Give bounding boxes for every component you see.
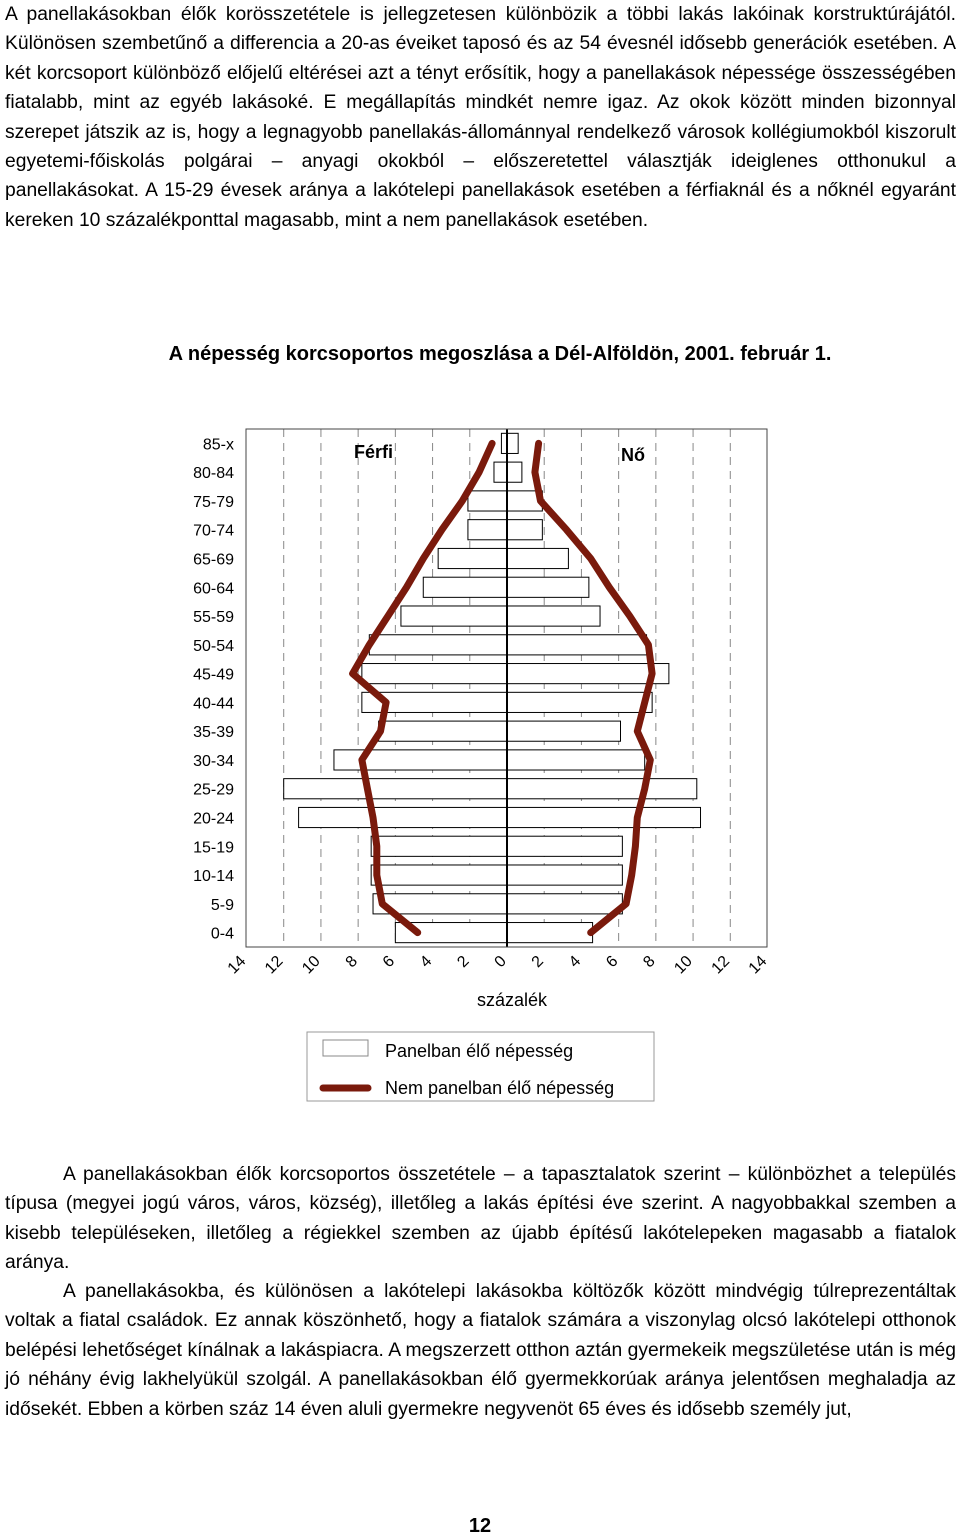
age-label-20-24: 20-24 <box>193 811 234 828</box>
line-female-non-panel <box>531 439 656 937</box>
bar-male-65-69 <box>437 547 508 570</box>
grid-lines <box>283 429 731 947</box>
x-tick-label: 12 <box>262 953 287 978</box>
age-label-5-9: 5-9 <box>211 897 234 914</box>
x-tick-label: 0 <box>492 953 510 971</box>
age-label-0-4: 0-4 <box>211 926 234 943</box>
x-axis-title: százalék <box>477 990 548 1010</box>
intro-paragraph: A panellakásokban élők korösszetétele is… <box>5 4 956 231</box>
x-tick-label: 8 <box>343 953 361 971</box>
age-label-35-39: 35-39 <box>193 724 234 741</box>
age-label-45-49: 45-49 <box>193 667 234 684</box>
chart-legend: Panelban élő népesség Nem panelban élő n… <box>306 1031 655 1102</box>
body-paragraph-3-text: A panellakásokba, és különösen a lakótel… <box>5 1281 956 1420</box>
age-label-25-29: 25-29 <box>193 782 234 799</box>
bar-male-45-49 <box>361 663 508 685</box>
x-tick-label: 2 <box>454 953 472 971</box>
age-label-80-84: 80-84 <box>193 465 234 482</box>
x-tick-label: 14 <box>746 953 771 978</box>
bar-female-20-24 <box>506 806 702 829</box>
x-tick-label: 2 <box>529 953 547 971</box>
age-group-labels: 0-4 5-9 10-14 15-19 20-24 25-29 30-34 35-39 40-4… <box>193 436 234 942</box>
bar-female-55-59 <box>506 605 601 627</box>
x-tick-label: 14 <box>225 953 250 978</box>
non-panel-lines <box>349 439 656 937</box>
bar-male-35-39 <box>378 720 508 742</box>
plot-border <box>245 428 768 948</box>
bar-female-65-69 <box>506 547 569 570</box>
body-paragraph-2: A panellakásokban élők korcsoportos össz… <box>5 1160 956 1278</box>
age-label-65-69: 65-69 <box>193 552 234 569</box>
body-paragraph-3: A panellakásokba, és különösen a lakótel… <box>5 1277 956 1424</box>
x-tick-label: 10 <box>671 953 696 978</box>
age-label-55-59: 55-59 <box>193 609 234 626</box>
x-tick-label: 12 <box>709 953 734 978</box>
bar-female-30-34 <box>506 749 646 771</box>
legend-label-non-panel: Nem panelban élő népesség <box>385 1078 614 1098</box>
x-tick-label: 4 <box>417 953 435 971</box>
age-label-60-64: 60-64 <box>193 580 234 597</box>
male-side-label: Férfi <box>354 442 393 462</box>
bar-female-80-84 <box>506 461 523 483</box>
x-tick-label: 10 <box>299 953 324 978</box>
bar-male-70-74 <box>467 519 508 541</box>
bar-male-80-84 <box>493 461 508 483</box>
bar-male-75-79 <box>467 490 508 512</box>
plot-frame <box>245 428 768 948</box>
age-label-50-54: 50-54 <box>193 638 234 655</box>
bar-female-10-14 <box>506 864 623 886</box>
bar-female-15-19 <box>506 835 623 857</box>
bar-female-85-x <box>506 432 519 454</box>
bar-female-50-54 <box>506 634 648 656</box>
bar-female-5-9 <box>506 893 623 915</box>
bar-female-45-49 <box>506 663 670 685</box>
age-label-85-x: 85-x <box>203 436 234 453</box>
population-pyramid-chart: 0-4 5-9 10-14 15-19 20-24 25-29 30-34 35-39 40-4… <box>193 428 771 1102</box>
x-tick-label: 8 <box>640 953 658 971</box>
bar-male-50-54 <box>368 634 508 656</box>
age-label-30-34: 30-34 <box>193 753 234 770</box>
bar-female-25-29 <box>506 778 698 800</box>
bar-male-25-29 <box>283 778 508 800</box>
age-label-40-44: 40-44 <box>193 695 234 712</box>
age-label-10-14: 10-14 <box>193 868 234 885</box>
age-label-15-19: 15-19 <box>193 839 234 856</box>
bar-female-70-74 <box>506 519 543 541</box>
bar-male-60-64 <box>422 576 508 598</box>
x-tick-label: 6 <box>603 953 621 971</box>
x-tick-label: 4 <box>566 953 584 971</box>
bar-female-35-39 <box>506 720 622 742</box>
bar-male-20-24 <box>298 806 508 829</box>
page-number: 12 <box>468 1515 492 1537</box>
line-male-non-panel <box>349 439 496 937</box>
bar-male-15-19 <box>370 835 508 857</box>
legend-swatch-panel <box>322 1039 369 1057</box>
bar-male-55-59 <box>400 605 508 627</box>
panel-bars <box>283 432 702 944</box>
female-side-label: Nő <box>621 445 645 465</box>
bar-male-10-14 <box>370 864 508 886</box>
age-label-70-74: 70-74 <box>193 523 234 540</box>
body-paragraph-2-text: A panellakásokban élők korcsoportos össz… <box>5 1164 956 1274</box>
x-tick-labels: 14 12 10 8 6 4 2 0 2 4 6 8 10 12 14 <box>225 953 771 978</box>
legend-label-panel: Panelban élő népesség <box>385 1041 573 1061</box>
bar-female-0-4 <box>506 922 594 944</box>
x-tick-label: 6 <box>380 953 398 971</box>
age-label-75-79: 75-79 <box>193 494 234 511</box>
bar-female-60-64 <box>506 576 590 598</box>
bar-female-40-44 <box>506 691 653 713</box>
chart-title: A népesség korcsoportos megoszlása a Dél… <box>168 343 832 365</box>
